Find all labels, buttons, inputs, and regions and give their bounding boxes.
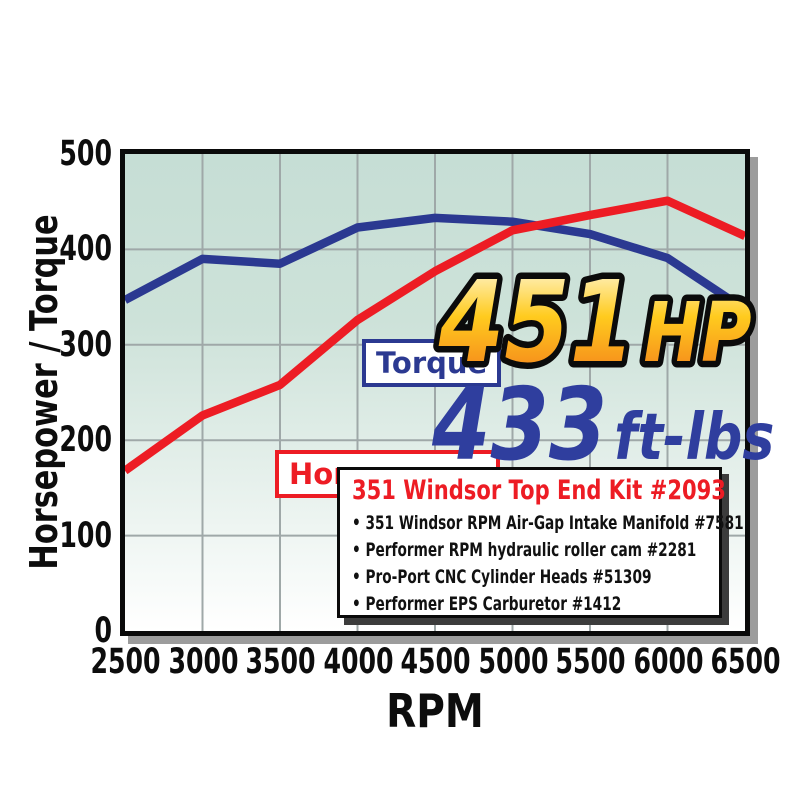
- x-tick-label: 3000: [167, 642, 239, 682]
- x-tick-label: 5500: [555, 642, 626, 682]
- y-tick-label: 300: [59, 324, 112, 365]
- y-tick-label: 500: [59, 134, 112, 174]
- peak-torque-text: 433 ft-lbs: [431, 366, 774, 483]
- kit-item: • 351 Windsor RPM Air-Gap Intake Manifol…: [352, 512, 744, 534]
- x-tick-label: 6500: [710, 642, 781, 682]
- x-tick-label: 4000: [322, 642, 394, 682]
- kit-title: 351 Windsor Top End Kit #2093: [352, 475, 726, 506]
- kit-info-box: 351 Windsor Top End Kit #2093 • 351 Wind…: [337, 467, 744, 618]
- peak-torque-value: 433: [431, 366, 607, 483]
- y-tick-label: 0: [94, 611, 112, 651]
- y-tick-label: 200: [59, 420, 112, 461]
- x-tick-label: 4500: [400, 642, 471, 682]
- x-tick-label: 6000: [632, 642, 704, 682]
- peak-horsepower-unit: HP: [644, 285, 752, 380]
- x-tick-label: 5000: [477, 642, 549, 682]
- kit-items-list: • 351 Windsor RPM Air-Gap Intake Manifol…: [352, 510, 744, 618]
- peak-values-callout: 451 HP 433 ft-lbs: [431, 252, 774, 483]
- kit-item: • Performer EPS Carburetor #1412: [352, 593, 622, 615]
- horsepower-curve: [125, 196, 745, 475]
- x-tick-label: 2500: [90, 642, 161, 682]
- peak-horsepower-value: 451: [438, 258, 635, 388]
- peak-torque-unit: ft-lbs: [614, 399, 774, 474]
- y-tick-label: 400: [59, 229, 112, 270]
- x-axis-title: RPM: [386, 684, 484, 738]
- kit-item: • Pro-Port CNC Cylinder Heads #51309: [352, 566, 652, 588]
- y-tick-label: 100: [59, 515, 112, 556]
- x-tick-label: 3500: [245, 642, 316, 682]
- peak-horsepower-text: 451 HP: [438, 258, 752, 388]
- torque-curve: [125, 213, 745, 314]
- torque-series-label-text: Torque: [376, 346, 488, 380]
- torque-series-label: Torque: [362, 339, 502, 387]
- kit-item: • Performer RPM hydraulic roller cam #22…: [352, 539, 697, 561]
